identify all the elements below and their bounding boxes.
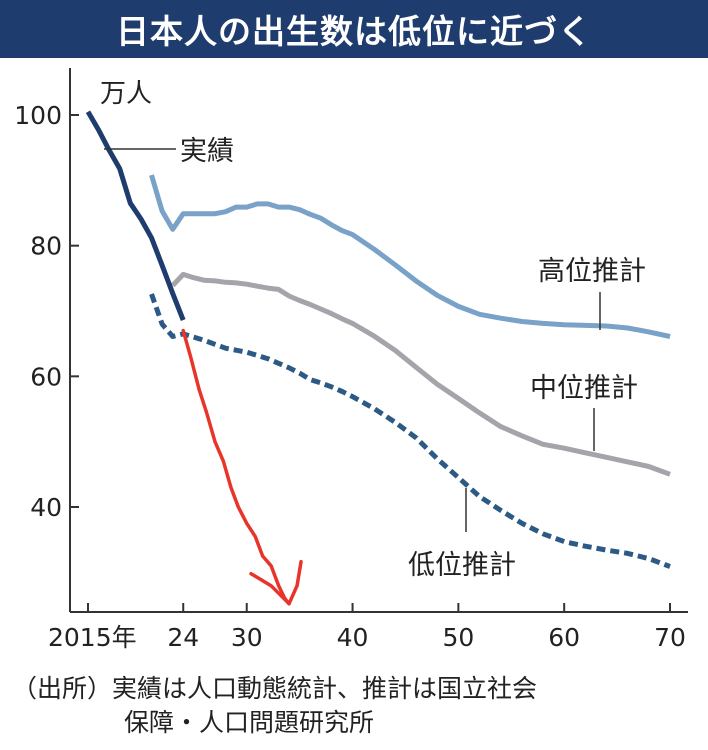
x-tick-label: 70 <box>654 623 686 652</box>
source-note: （出所）実績は人口動態統計、推計は国立社会 保障・人口問題研究所 <box>12 672 702 740</box>
series-line-中位推計 <box>170 271 671 477</box>
x-tick-label: 24 <box>167 623 199 652</box>
series-label-高位推計: 高位推計 <box>538 256 646 287</box>
chart-title: 日本人の出生数は低位に近づく <box>0 0 708 58</box>
y-unit-label: 万人 <box>100 79 152 109</box>
y-tick-label: 40 <box>30 493 62 522</box>
series-line-高位推計 <box>149 174 671 339</box>
red-arrow-shaft <box>181 328 291 606</box>
series-label-中位推計: 中位推計 <box>530 373 638 404</box>
chart-area: 40 60 80 100 万人 2015年 24 30 40 50 60 70 実績高位推計中位推計低… <box>14 68 688 652</box>
y-tick-label: 100 <box>14 101 62 130</box>
x-tick-label: 50 <box>442 623 474 652</box>
x-tick-label: 60 <box>548 623 580 652</box>
series-label-実績: 実績 <box>180 136 234 167</box>
red-arrow-head-right <box>287 559 303 606</box>
source-line-1: （出所）実績は人口動態統計、推計は国立社会 <box>12 674 538 703</box>
source-line-2: 保障・人口問題研究所 <box>124 708 375 737</box>
y-tick-label: 60 <box>30 362 62 391</box>
series-line-実績 <box>85 110 186 322</box>
y-tick-label: 80 <box>30 232 62 261</box>
red-arrow-head-left <box>249 571 291 606</box>
x-tick-label: 2015年 <box>48 623 137 652</box>
x-tick-label: 30 <box>231 623 263 652</box>
series-label-低位推計: 低位推計 <box>408 550 516 581</box>
x-tick-label: 40 <box>337 623 369 652</box>
series-line-低位推計 <box>149 293 671 569</box>
